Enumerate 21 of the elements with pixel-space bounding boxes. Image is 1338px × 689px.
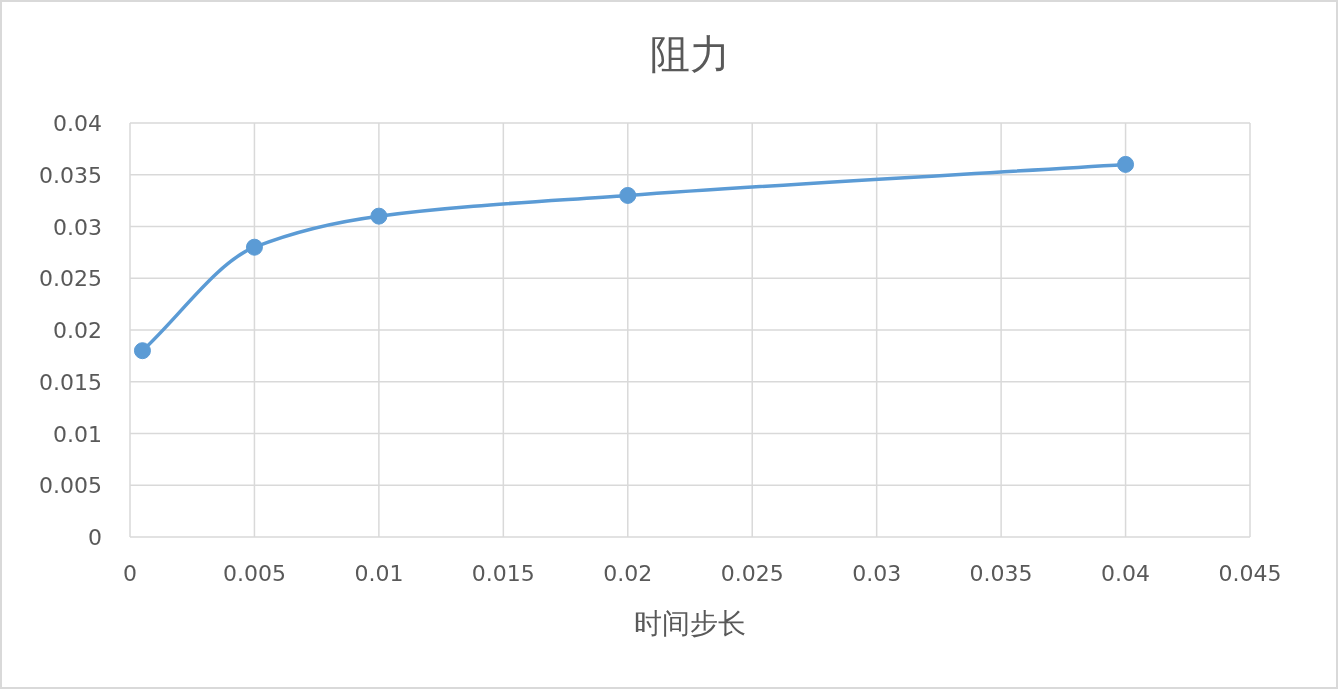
y-tick: 0 xyxy=(88,525,102,550)
x-label: 时间步长 xyxy=(634,607,746,640)
y-tick: 0.02 xyxy=(53,318,102,343)
y-tick: 0.015 xyxy=(39,369,102,395)
x-tick: 0.005 xyxy=(222,561,286,586)
y-tick: 0.01 xyxy=(53,421,102,447)
title: 阻力 xyxy=(650,31,730,77)
x-tick: 0.045 xyxy=(1218,561,1282,586)
x-tick: 0.035 xyxy=(969,561,1033,586)
y-tick: 0.025 xyxy=(39,266,102,292)
x-tick: 0.02 xyxy=(603,561,653,586)
y-tick: 0.035 xyxy=(39,162,102,188)
x-tick: 0.01 xyxy=(354,561,404,586)
x-tick: 0.03 xyxy=(852,561,902,586)
x-tick: 0.04 xyxy=(1101,561,1151,586)
y-tick: 0.005 xyxy=(39,473,102,499)
y-tick: 0.03 xyxy=(53,214,102,240)
y-tick: 0.04 xyxy=(53,111,102,136)
x-tick: 0.025 xyxy=(720,561,784,586)
x-tick: 0 xyxy=(123,561,137,586)
x-tick: 0.015 xyxy=(471,561,535,586)
